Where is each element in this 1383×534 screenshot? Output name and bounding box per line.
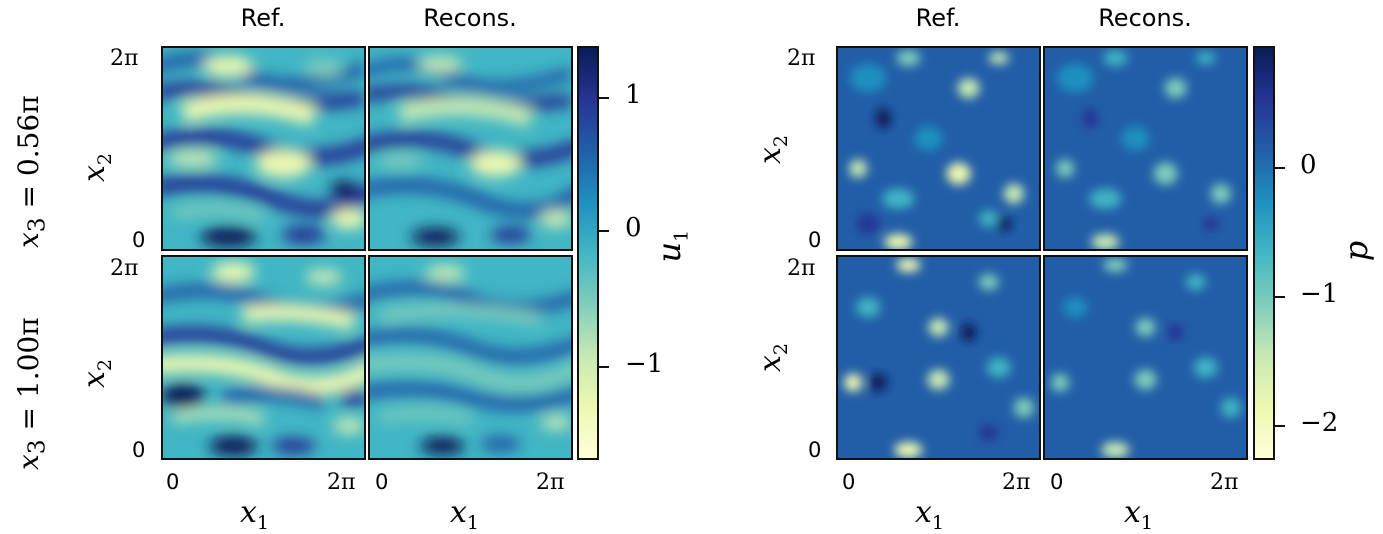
u1-colorbar-label-0: 0 (625, 213, 642, 243)
right-top-ytick-max: 2π (787, 46, 816, 71)
u1-recons-bottom-heatmap (368, 255, 573, 460)
right-col-title-recons: Recons. (1098, 4, 1192, 32)
left-bottom-ytick-max: 2π (110, 256, 139, 281)
p-colorbar (1253, 46, 1275, 460)
left-ref-xlabel: x1 (240, 495, 270, 534)
left-recons-xtick-min: 0 (375, 470, 389, 494)
right-top-ylabel: x2 (753, 134, 793, 165)
left-top-ytick-min: 0 (132, 228, 146, 252)
left-col-title-recons: Recons. (423, 4, 517, 32)
p-colorbar-label-0: 0 (1300, 150, 1317, 180)
p-colorbar-title: p (1337, 240, 1376, 262)
right-recons-xtick-min: 0 (1050, 470, 1064, 494)
left-bottom-ylabel: x2 (77, 358, 117, 389)
u1-recons-top-heatmap (368, 46, 573, 251)
left-recons-xtick-max: 2π (536, 470, 565, 495)
left-bottom-ytick-min: 0 (132, 438, 146, 462)
u1-ref-bottom-heatmap (161, 255, 366, 460)
p-colorbar-tick-0 (1275, 167, 1285, 169)
right-ref-xlabel: x1 (915, 495, 945, 534)
left-recons-xlabel: x1 (450, 495, 480, 534)
right-bottom-ytick-max: 2π (787, 256, 816, 281)
right-recons-xtick-max: 2π (1210, 470, 1239, 495)
u1-colorbar-label-1: 1 (625, 80, 642, 110)
row-label-bottom: x3 = 1.00π (12, 317, 51, 470)
right-recons-xlabel: x1 (1124, 495, 1154, 534)
left-top-ylabel: x2 (77, 152, 117, 183)
row-label-top: x3 = 0.56π (12, 95, 51, 248)
p-ref-bottom-heatmap (836, 255, 1041, 460)
right-col-title-ref: Ref. (915, 4, 961, 32)
u1-colorbar-tick-0 (599, 230, 609, 232)
p-colorbar-tick-neg1 (1275, 296, 1285, 298)
right-top-ytick-min: 0 (808, 228, 822, 252)
left-col-title-ref: Ref. (240, 4, 286, 32)
p-recons-bottom-heatmap (1043, 255, 1248, 460)
left-top-ytick-max: 2π (110, 46, 139, 71)
u1-ref-top-heatmap (161, 46, 366, 251)
p-recons-top-heatmap (1043, 46, 1248, 251)
right-bottom-ytick-min: 0 (808, 438, 822, 462)
u1-colorbar-title: u1 (650, 229, 693, 263)
right-ref-xtick-max: 2π (1002, 470, 1031, 495)
p-ref-top-heatmap (836, 46, 1041, 251)
u1-colorbar-tick-1 (599, 97, 609, 99)
u1-colorbar-tick-neg1 (599, 366, 609, 368)
left-ref-xtick-max: 2π (327, 470, 356, 495)
p-colorbar-label-neg2: −2 (1300, 408, 1339, 438)
p-colorbar-label-neg1: −1 (1300, 279, 1339, 309)
right-ref-xtick-min: 0 (842, 470, 856, 494)
left-ref-xtick-min: 0 (166, 470, 180, 494)
u1-colorbar (577, 46, 599, 460)
right-bottom-ylabel: x2 (753, 342, 793, 373)
u1-colorbar-label-neg1: −1 (625, 349, 664, 379)
p-colorbar-tick-neg2 (1275, 425, 1285, 427)
